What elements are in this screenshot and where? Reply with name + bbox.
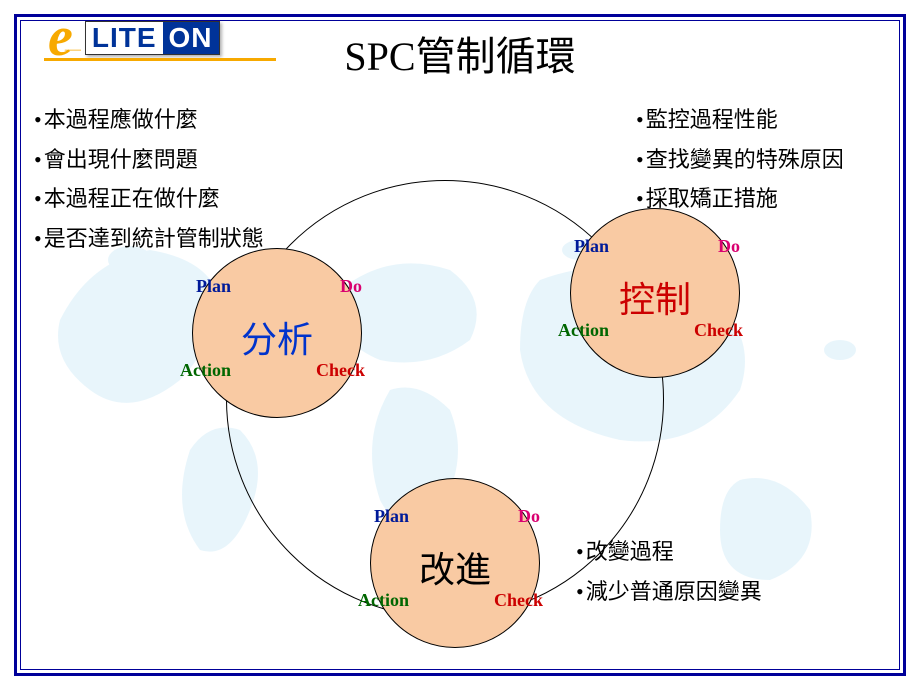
cycle-node-label: 分析 <box>193 311 361 363</box>
bullet-item: 本過程應做什麼 <box>34 100 264 140</box>
pdca-action: Action <box>180 360 231 381</box>
cycle-node-label: 控制 <box>571 271 739 323</box>
cycle-node-控制: 控制 <box>570 208 740 378</box>
pdca-plan: Plan <box>196 276 231 297</box>
pdca-check: Check <box>694 320 743 341</box>
pdca-action: Action <box>358 590 409 611</box>
bullet-group-1: 監控過程性能查找變異的特殊原因採取矯正措施 <box>636 100 844 219</box>
pdca-plan: Plan <box>374 506 409 527</box>
pdca-do: Do <box>518 506 540 527</box>
cycle-node-label: 改進 <box>371 541 539 593</box>
pdca-do: Do <box>340 276 362 297</box>
pdca-plan: Plan <box>574 236 609 257</box>
pdca-check: Check <box>316 360 365 381</box>
bullet-item: 監控過程性能 <box>636 100 844 140</box>
bullet-item: 查找變異的特殊原因 <box>636 140 844 180</box>
page-title: SPC管制循環 <box>0 24 920 82</box>
pdca-action: Action <box>558 320 609 341</box>
cycle-node-改進: 改進 <box>370 478 540 648</box>
pdca-do: Do <box>718 236 740 257</box>
bullet-item: 是否達到統計管制狀態 <box>34 219 264 259</box>
bullet-item: 減少普通原因變異 <box>576 572 762 612</box>
bullet-item: 本過程正在做什麼 <box>34 179 264 219</box>
bullet-item: 會出現什麼問題 <box>34 140 264 180</box>
pdca-check: Check <box>494 590 543 611</box>
cycle-node-分析: 分析 <box>192 248 362 418</box>
bullet-group-0: 本過程應做什麼會出現什麼問題本過程正在做什麼是否達到統計管制狀態 <box>34 100 264 258</box>
